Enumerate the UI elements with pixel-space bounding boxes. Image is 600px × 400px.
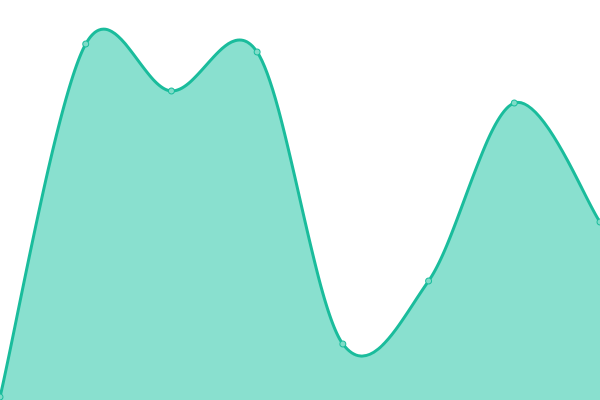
data-point-1 xyxy=(82,40,90,48)
data-point-6 xyxy=(510,99,518,107)
data-point-0 xyxy=(0,393,4,400)
data-point-5 xyxy=(425,277,433,285)
area-fill xyxy=(0,29,600,400)
data-point-2 xyxy=(167,87,175,95)
data-points xyxy=(0,40,600,400)
data-point-7 xyxy=(596,218,600,226)
data-point-4 xyxy=(339,340,347,348)
data-point-3 xyxy=(253,48,261,56)
series-line xyxy=(0,27,600,398)
